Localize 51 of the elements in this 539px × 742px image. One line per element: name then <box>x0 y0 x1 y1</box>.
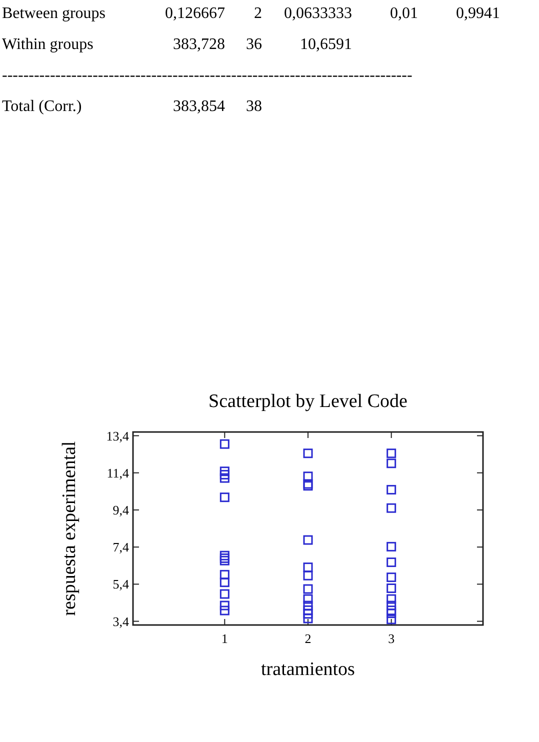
point <box>303 584 313 594</box>
point <box>220 556 230 566</box>
point <box>386 584 396 594</box>
x-tick-label: 3 <box>388 631 395 646</box>
point <box>386 542 396 552</box>
point <box>303 609 313 619</box>
point <box>220 492 230 502</box>
point <box>220 606 230 616</box>
point <box>220 439 230 449</box>
point <box>386 458 396 468</box>
x-tick-label: 2 <box>304 631 312 646</box>
point <box>220 578 230 588</box>
text: ----------------------------------------------------------------------------- <box>2 67 412 84</box>
point <box>386 614 396 624</box>
point <box>386 572 396 582</box>
point <box>220 570 230 580</box>
y-tick-label: 9,4 <box>112 502 130 518</box>
text: Between groups 0,126667 2 0,0633333 0,01 0,9941 <box>2 5 500 22</box>
point <box>303 605 313 615</box>
point <box>220 470 230 480</box>
point <box>220 600 230 610</box>
point <box>303 594 313 604</box>
y-tick-label: 5,4 <box>112 576 130 592</box>
point <box>386 448 396 458</box>
point <box>303 570 313 580</box>
point <box>220 473 230 483</box>
chart-title: Scatterplot by Level Code <box>208 391 408 412</box>
text: Within groups 383,728 36 10,6591 <box>2 36 352 53</box>
point <box>303 472 313 482</box>
x-tick-label: 1 <box>221 631 228 646</box>
x-axis-title: tratamientos <box>261 659 355 680</box>
y-axis-title: respuesta experimental <box>59 441 80 616</box>
y-tick-label: 11,4 <box>106 465 130 480</box>
y-tick-label: 13,4 <box>106 428 130 444</box>
point <box>386 606 396 616</box>
point <box>220 553 230 563</box>
point <box>303 614 313 624</box>
point <box>303 535 313 545</box>
point <box>220 466 230 476</box>
y-tick-label: 3,4 <box>112 614 130 629</box>
point <box>386 558 396 568</box>
point <box>386 484 396 494</box>
text: Total (Corr.) 383,854 38 <box>2 98 262 115</box>
y-tick-label: 7,4 <box>112 540 130 555</box>
point <box>386 600 396 610</box>
point <box>303 448 313 458</box>
point <box>220 589 230 599</box>
point <box>303 562 313 572</box>
point <box>220 550 230 560</box>
point <box>386 594 396 604</box>
point <box>386 503 396 513</box>
